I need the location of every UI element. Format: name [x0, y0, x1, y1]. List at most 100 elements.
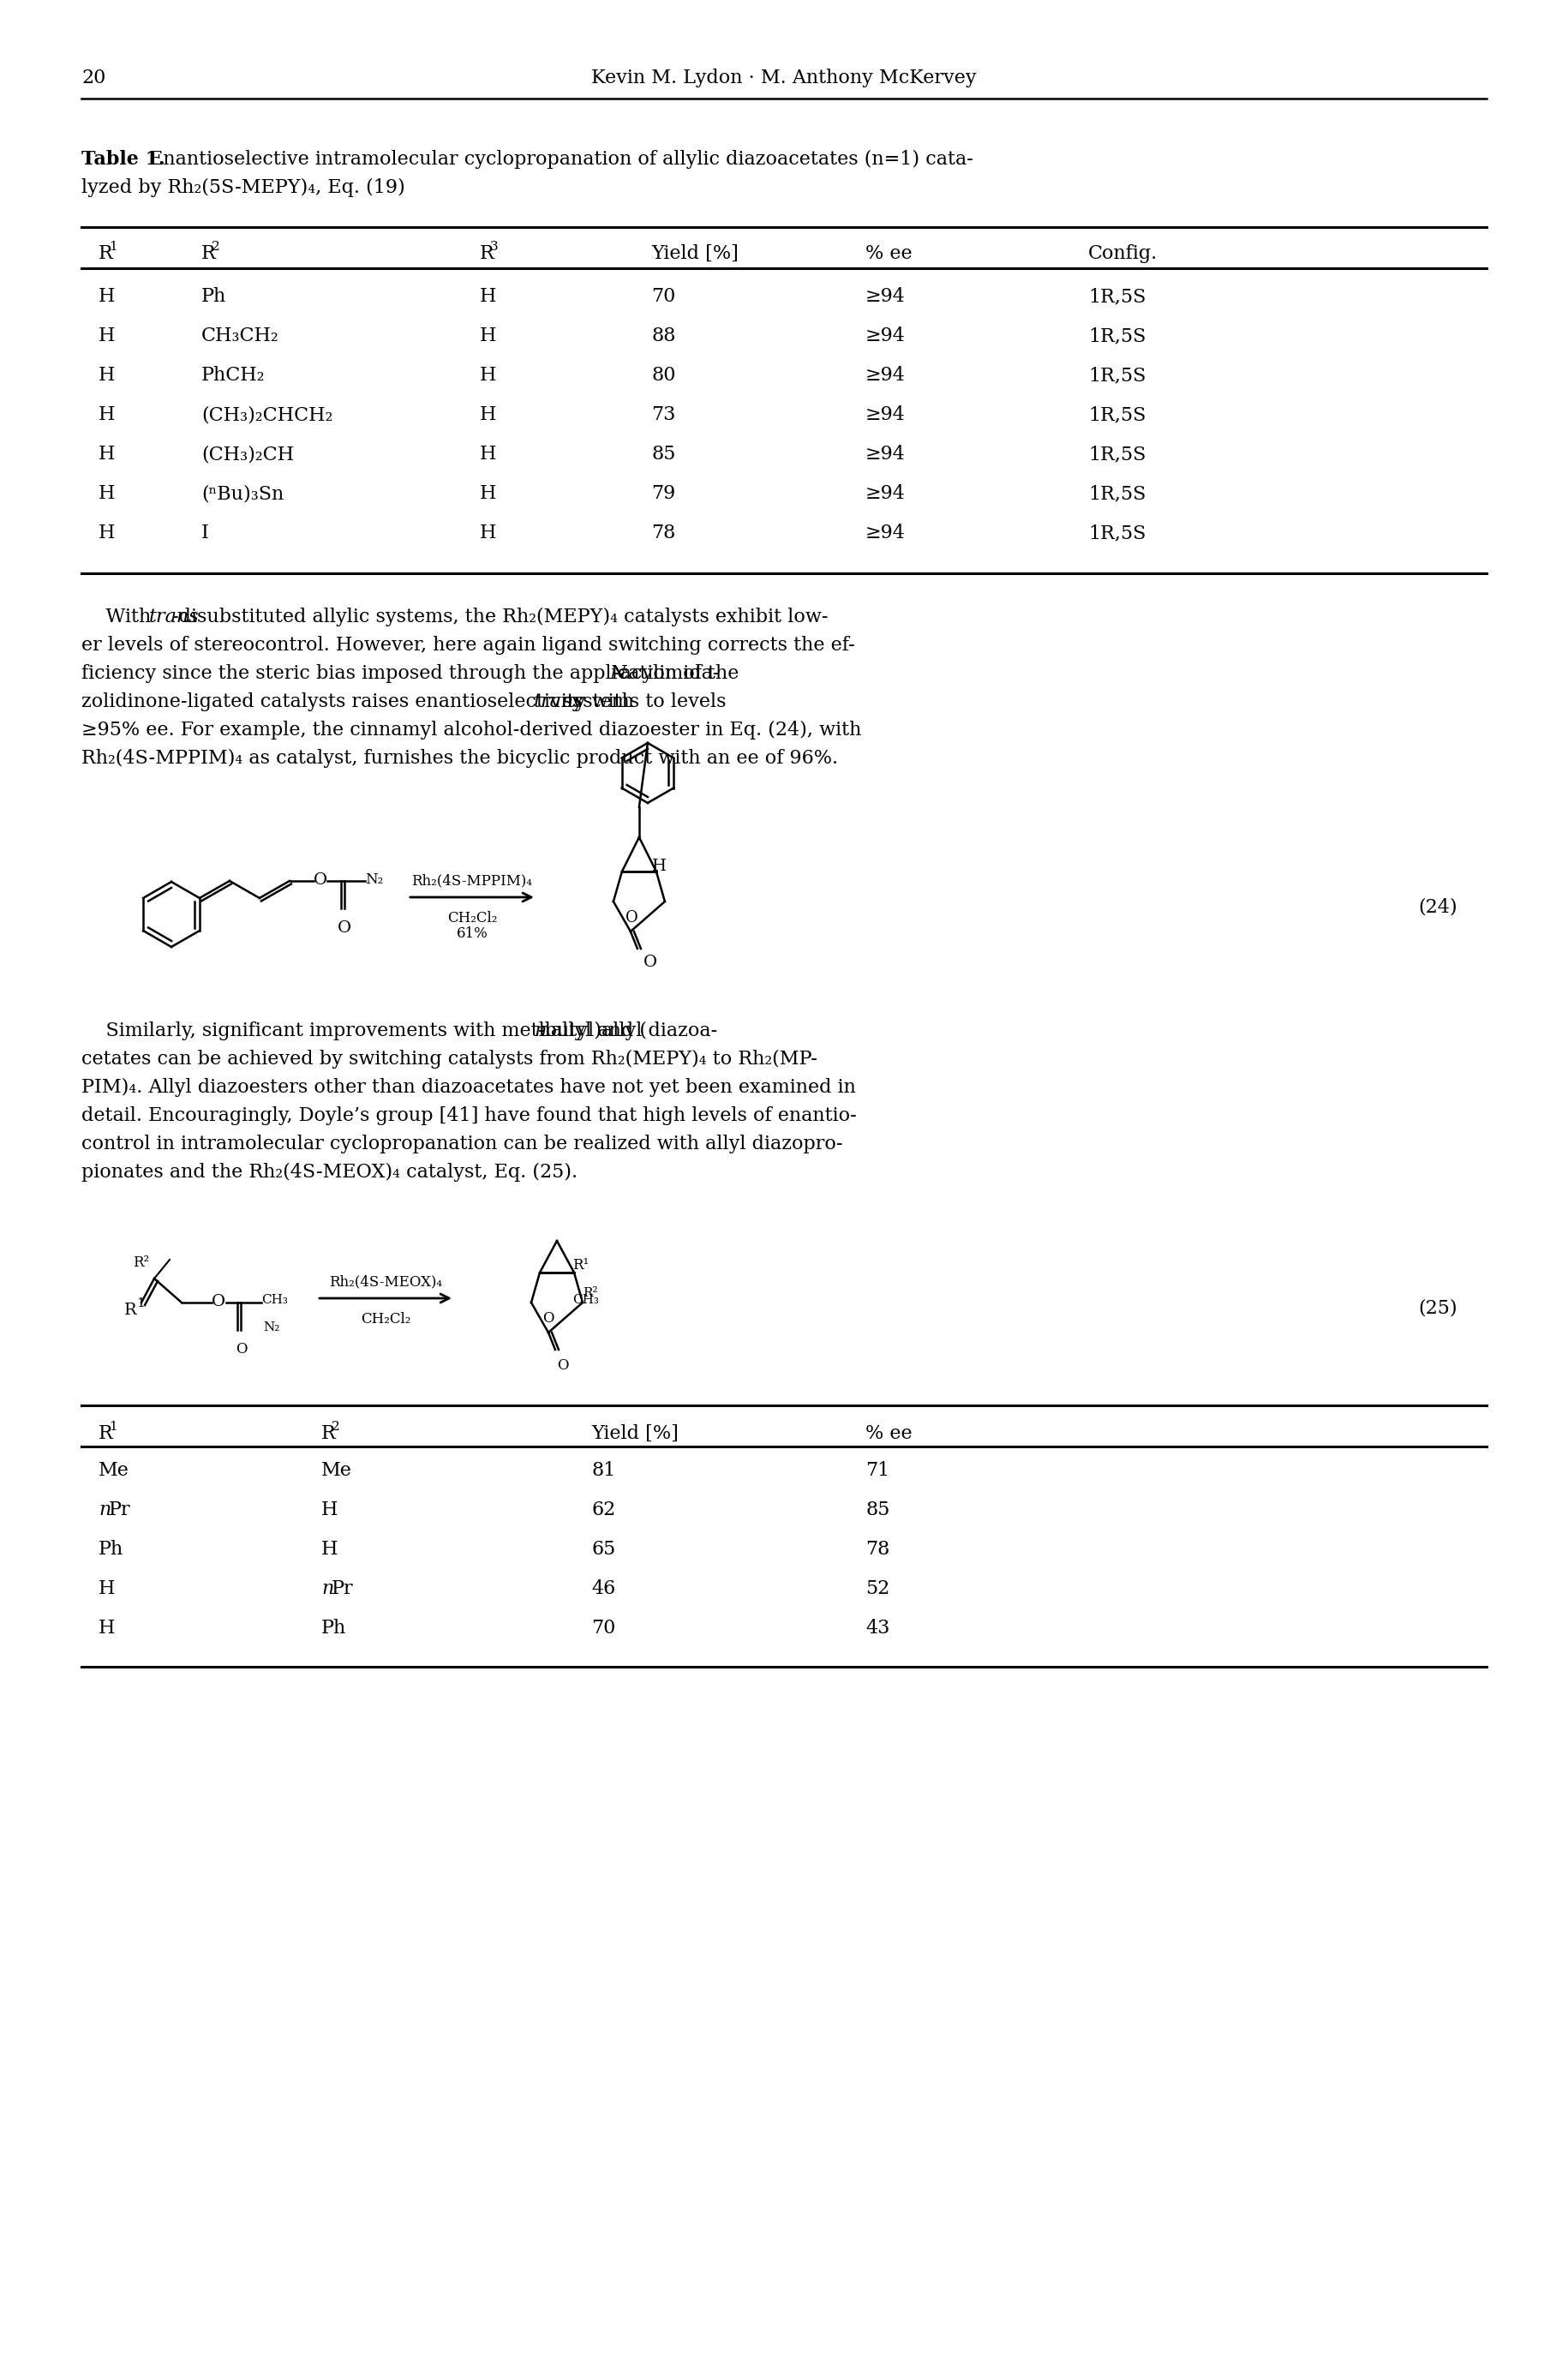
Text: Rh₂(4S-MEOX)₄: Rh₂(4S-MEOX)₄ [329, 1275, 442, 1289]
Text: H: H [480, 288, 497, 307]
Text: (25): (25) [1417, 1298, 1457, 1317]
Text: 80: 80 [651, 366, 676, 385]
Text: 88: 88 [651, 326, 676, 345]
Text: O: O [212, 1294, 226, 1310]
Text: Rh₂(4S-MPPIM)₄: Rh₂(4S-MPPIM)₄ [412, 873, 533, 887]
Text: 52: 52 [866, 1579, 889, 1598]
Text: 1R,5S: 1R,5S [1088, 288, 1146, 307]
Text: CH₃CH₂: CH₃CH₂ [201, 326, 279, 345]
Text: -butyl)allyl diazoa-: -butyl)allyl diazoa- [538, 1023, 718, 1042]
Text: er levels of stereocontrol. However, here again ligand switching corrects the ef: er levels of stereocontrol. However, her… [82, 635, 855, 654]
Text: control in intramolecular cyclopropanation can be realized with allyl diazopro-: control in intramolecular cyclopropanati… [82, 1134, 842, 1153]
Text: R: R [99, 245, 113, 264]
Text: trans: trans [149, 606, 199, 625]
Text: R: R [99, 1424, 113, 1443]
Text: ≥94: ≥94 [866, 366, 906, 385]
Text: 78: 78 [651, 523, 676, 542]
Text: I: I [201, 523, 209, 542]
Text: 62: 62 [591, 1501, 615, 1520]
Text: H: H [99, 485, 114, 504]
Text: CH₂Cl₂: CH₂Cl₂ [361, 1313, 411, 1327]
Text: N₂: N₂ [263, 1322, 279, 1334]
Text: CH₃: CH₃ [572, 1294, 599, 1306]
Text: 1R,5S: 1R,5S [1088, 326, 1146, 345]
Text: PhCH₂: PhCH₂ [201, 366, 265, 385]
Text: % ee: % ee [866, 245, 913, 264]
Text: ≥94: ≥94 [866, 288, 906, 307]
Text: H: H [321, 1501, 339, 1520]
Text: CH₂Cl₂: CH₂Cl₂ [447, 911, 497, 925]
Text: Ph: Ph [201, 288, 226, 307]
Text: Similarly, significant improvements with methallyl and (: Similarly, significant improvements with… [82, 1023, 648, 1042]
Text: systems to levels: systems to levels [557, 692, 726, 711]
Text: ≥94: ≥94 [866, 404, 906, 423]
Text: H: H [480, 404, 497, 423]
Text: H: H [652, 858, 666, 875]
Text: 46: 46 [591, 1579, 615, 1598]
Text: O: O [557, 1358, 569, 1372]
Text: O: O [626, 911, 638, 925]
Text: O: O [235, 1341, 248, 1355]
Text: Pr: Pr [108, 1501, 130, 1520]
Text: 61%: 61% [456, 927, 488, 942]
Text: N₂: N₂ [365, 873, 383, 887]
Text: 79: 79 [651, 485, 676, 504]
Text: (CH₃)₂CHCH₂: (CH₃)₂CHCH₂ [201, 404, 332, 423]
Text: O: O [314, 873, 328, 887]
Text: Rh₂(4S-MPPIM)₄ as catalyst, furnishes the bicyclic product with an ee of 96%.: Rh₂(4S-MPPIM)₄ as catalyst, furnishes th… [82, 749, 837, 768]
Text: 65: 65 [591, 1541, 615, 1558]
Text: 81: 81 [591, 1460, 616, 1479]
Text: H: H [99, 523, 114, 542]
Text: H: H [480, 485, 497, 504]
Text: 71: 71 [866, 1460, 889, 1479]
Text: Yield [%]: Yield [%] [591, 1424, 679, 1443]
Text: ficiency since the steric bias imposed through the application of the: ficiency since the steric bias imposed t… [82, 663, 745, 682]
Text: R¹: R¹ [572, 1258, 588, 1272]
Text: Kevin M. Lydon · M. Anthony McKervey: Kevin M. Lydon · M. Anthony McKervey [591, 69, 977, 88]
Text: ≥95% ee. For example, the cinnamyl alcohol-derived diazoester in Eq. (24), with: ≥95% ee. For example, the cinnamyl alcoh… [82, 721, 861, 740]
Text: Enantioselective intramolecular cyclopropanation of allylic diazoacetates (n=1) : Enantioselective intramolecular cyclopro… [143, 150, 974, 169]
Text: With: With [82, 606, 157, 625]
Text: lyzed by Rh₂(5S-MEPY)₄, Eq. (19): lyzed by Rh₂(5S-MEPY)₄, Eq. (19) [82, 178, 405, 197]
Text: 85: 85 [866, 1501, 889, 1520]
Text: O: O [643, 954, 657, 970]
Text: 3: 3 [491, 240, 499, 252]
Text: n: n [99, 1501, 111, 1520]
Text: 1R,5S: 1R,5S [1088, 404, 1146, 423]
Text: Table 1.: Table 1. [82, 150, 165, 169]
Text: cetates can be achieved by switching catalysts from Rh₂(MEPY)₄ to Rh₂(MP-: cetates can be achieved by switching cat… [82, 1049, 817, 1068]
Text: % ee: % ee [866, 1424, 913, 1443]
Text: Pr: Pr [331, 1579, 353, 1598]
Text: H: H [480, 366, 497, 385]
Text: 1: 1 [108, 240, 118, 252]
Text: -acylimida-: -acylimida- [613, 663, 720, 682]
Text: 1R,5S: 1R,5S [1088, 485, 1146, 504]
Text: 1R,5S: 1R,5S [1088, 523, 1146, 542]
Text: zolidinone-ligated catalysts raises enantioselectivity with: zolidinone-ligated catalysts raises enan… [82, 692, 640, 711]
Text: 20: 20 [82, 69, 105, 88]
Text: 1: 1 [108, 1420, 118, 1434]
Text: 43: 43 [866, 1619, 889, 1638]
Text: Config.: Config. [1088, 245, 1157, 264]
Text: H: H [99, 1579, 114, 1598]
Text: CH₃: CH₃ [262, 1294, 289, 1306]
Text: (ⁿBu)₃Sn: (ⁿBu)₃Sn [201, 485, 284, 504]
Text: 1R,5S: 1R,5S [1088, 366, 1146, 385]
Text: 1R,5S: 1R,5S [1088, 445, 1146, 464]
Text: ≥94: ≥94 [866, 485, 906, 504]
Text: (CH₃)₂CH: (CH₃)₂CH [201, 445, 295, 464]
Text: R: R [480, 245, 494, 264]
Text: O: O [543, 1310, 554, 1325]
Text: detail. Encouragingly, Doyle’s group [41] have found that high levels of enantio: detail. Encouragingly, Doyle’s group [41… [82, 1106, 856, 1125]
Text: R: R [201, 245, 216, 264]
Text: 2: 2 [212, 240, 220, 252]
Text: H: H [480, 445, 497, 464]
Text: H: H [480, 326, 497, 345]
Text: R: R [124, 1303, 136, 1317]
Text: 70: 70 [651, 288, 676, 307]
Text: H: H [480, 523, 497, 542]
Text: H: H [99, 445, 114, 464]
Text: 2: 2 [331, 1420, 340, 1434]
Text: H: H [321, 1541, 339, 1558]
Text: (24): (24) [1417, 897, 1457, 916]
